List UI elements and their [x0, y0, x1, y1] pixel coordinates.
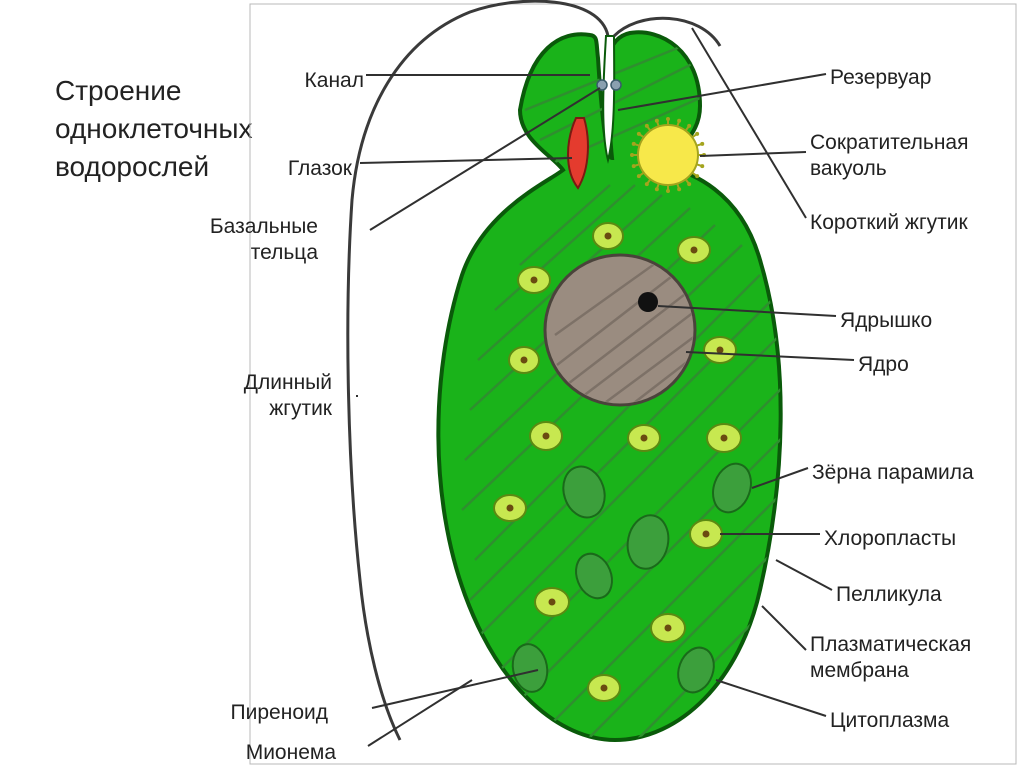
- chloroplast: [535, 588, 569, 616]
- leader-line: [360, 158, 572, 163]
- chloroplast: [690, 520, 722, 548]
- label-kanal: Канал: [305, 68, 364, 94]
- chloroplast: [530, 422, 562, 450]
- label-dl_zh: Длинный жгутик: [244, 370, 332, 423]
- label-pelikula: Пелликула: [836, 582, 942, 608]
- chloroplast: [494, 495, 526, 521]
- leader-line: [716, 680, 826, 716]
- label-vakuol: Сократительная вакуоль: [810, 130, 968, 183]
- label-bazal: Базальные тельца: [210, 214, 318, 267]
- leader-line: [368, 680, 472, 746]
- leader-line: [776, 560, 832, 590]
- label-pirenoid: Пиреноид: [231, 700, 328, 726]
- label-kor_zh: Короткий жгутик: [810, 210, 968, 236]
- chloroplast: [678, 237, 710, 263]
- label-yadryshko: Ядрышко: [840, 308, 932, 334]
- chloroplast: [518, 267, 550, 293]
- leader-line: [762, 606, 806, 650]
- nucleolus: [638, 292, 658, 312]
- label-hloro: Хлоропласты: [824, 526, 956, 552]
- leader-line: [700, 152, 806, 156]
- chloroplast: [628, 425, 660, 451]
- chloroplast: [593, 223, 623, 249]
- basal-body: [611, 80, 621, 90]
- chloroplast: [509, 347, 539, 373]
- label-cito: Цитоплазма: [830, 708, 949, 734]
- nucleus: [545, 255, 695, 405]
- label-yadro: Ядро: [858, 352, 909, 378]
- chloroplast: [588, 675, 620, 701]
- label-mionema: Мионема: [246, 740, 336, 766]
- chloroplast: [651, 614, 685, 642]
- label-glazok: Глазок: [288, 156, 352, 182]
- leader-line: [372, 670, 538, 708]
- chloroplast: [707, 424, 741, 452]
- label-rezervuar: Резервуар: [830, 65, 931, 91]
- label-plazma: Плазматическая мембрана: [810, 632, 971, 685]
- chloroplast: [704, 337, 736, 363]
- label-paramil: Зёрна парамила: [812, 460, 974, 486]
